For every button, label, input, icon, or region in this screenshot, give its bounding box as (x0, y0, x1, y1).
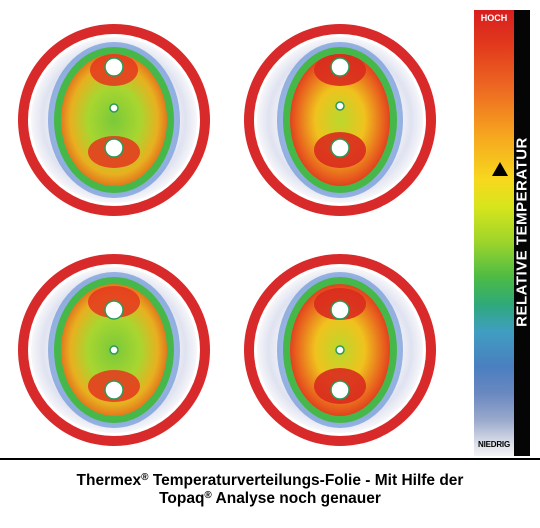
caption-line-1-text: Temperaturverteilungs-Folie - Mit Hilfe … (148, 472, 464, 489)
caption-line-1: Thermex® Temperaturverteilungs-Folie - M… (0, 472, 540, 490)
disc-bottom-left (18, 254, 210, 446)
scale-label-low: NIEDRIG (478, 440, 510, 449)
caption-line-2-text: Analyse noch genauer (211, 490, 381, 507)
temperature-color-scale (474, 10, 514, 456)
caption-brand-thermex: Thermex (76, 472, 142, 489)
registered-mark: ® (204, 490, 212, 501)
registered-mark: ® (141, 472, 149, 483)
caption-brand-topaq: Topaq (159, 490, 205, 507)
thermal-image-figure: HOCH NIEDRIG RELATIVE TEMPERATUR (0, 10, 540, 460)
scale-title-strip (514, 10, 530, 456)
caption-line-2: Topaq® Analyse noch genauer (0, 490, 540, 508)
triangle-up-icon (492, 162, 508, 176)
disc-bottom-right (244, 254, 436, 446)
scale-label-high: HOCH (480, 13, 508, 23)
disc-top-left (18, 24, 210, 216)
disc-top-right (244, 24, 436, 216)
figure-caption: Thermex® Temperaturverteilungs-Folie - M… (0, 472, 540, 508)
scale-title-text: RELATIVE TEMPERATUR (513, 137, 531, 327)
